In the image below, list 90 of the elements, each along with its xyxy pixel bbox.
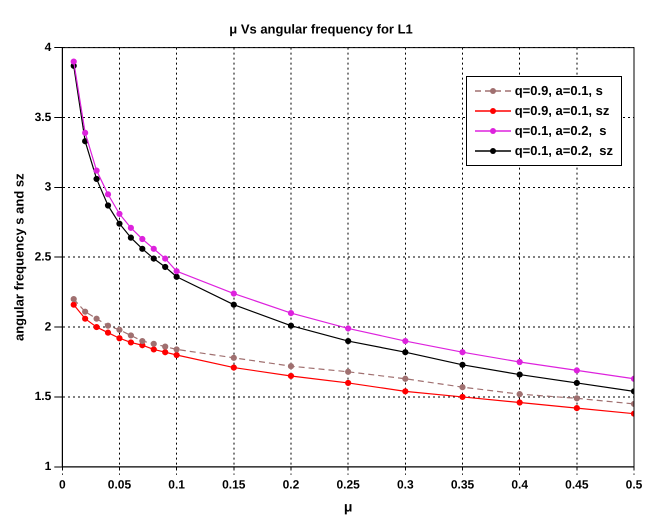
point bbox=[288, 363, 294, 370]
point bbox=[516, 391, 523, 398]
point bbox=[402, 376, 408, 382]
point bbox=[174, 274, 180, 280]
legend-label: q=0.1, a=0.2, s bbox=[514, 123, 606, 138]
point bbox=[459, 362, 466, 368]
y-tick-label: 2 bbox=[44, 319, 52, 334]
point bbox=[162, 264, 168, 270]
x-tick-label: 0.25 bbox=[336, 477, 360, 492]
point bbox=[116, 326, 123, 333]
point bbox=[150, 246, 157, 252]
point bbox=[82, 130, 88, 136]
point bbox=[402, 388, 408, 394]
point bbox=[139, 236, 146, 242]
point bbox=[345, 325, 352, 332]
point bbox=[116, 335, 123, 342]
legend-label: q=0.9, a=0.1, s bbox=[514, 83, 603, 98]
point bbox=[162, 349, 168, 356]
point bbox=[93, 176, 100, 182]
point bbox=[345, 368, 352, 375]
point bbox=[150, 346, 157, 353]
legend-label: q=0.9, a=0.1, sz bbox=[514, 103, 610, 118]
legend-label: q=0.1, a=0.2, sz bbox=[514, 143, 613, 158]
x-tick-label: 0.5 bbox=[626, 477, 643, 492]
point bbox=[516, 358, 523, 366]
point bbox=[128, 234, 134, 241]
point bbox=[93, 316, 100, 322]
point bbox=[70, 58, 77, 65]
y-tick-label: 4 bbox=[44, 40, 52, 54]
point bbox=[230, 290, 237, 297]
point bbox=[150, 340, 157, 347]
x-axis-title: μ bbox=[344, 498, 352, 514]
y-tick-label: 2.5 bbox=[34, 250, 52, 264]
point bbox=[459, 349, 466, 356]
point bbox=[459, 384, 466, 390]
x-tick-label: 0.1 bbox=[168, 477, 186, 492]
x-tick-label: 0.45 bbox=[565, 477, 589, 492]
point bbox=[288, 310, 294, 316]
point bbox=[82, 316, 88, 322]
point bbox=[82, 308, 88, 315]
point bbox=[402, 349, 408, 356]
point bbox=[93, 324, 100, 330]
x-tick-label: 0.05 bbox=[108, 477, 132, 492]
y-axis-title: angular frequency s and sz bbox=[11, 172, 26, 342]
point bbox=[150, 255, 157, 262]
point bbox=[116, 220, 123, 227]
chart-title: μ Vs angular frequency for L1 bbox=[229, 21, 413, 36]
point bbox=[230, 364, 237, 371]
point bbox=[345, 380, 352, 386]
point bbox=[162, 344, 168, 350]
point bbox=[104, 202, 112, 209]
x-tick-label: 0.2 bbox=[282, 477, 300, 492]
y-tick-label: 3 bbox=[44, 180, 52, 194]
y-tick-label: 1 bbox=[44, 459, 52, 474]
point bbox=[516, 399, 523, 406]
point bbox=[345, 338, 352, 344]
point bbox=[104, 330, 112, 336]
point bbox=[128, 339, 134, 346]
point bbox=[516, 371, 523, 378]
point bbox=[174, 352, 180, 358]
point bbox=[288, 322, 294, 329]
x-tick-label: 0 bbox=[58, 477, 66, 492]
point bbox=[139, 246, 146, 252]
point bbox=[128, 224, 134, 231]
point bbox=[574, 395, 580, 402]
x-tick-label: 0.15 bbox=[222, 477, 246, 492]
point bbox=[70, 302, 77, 308]
point bbox=[288, 372, 294, 380]
x-tick-label: 0.4 bbox=[511, 477, 528, 492]
point bbox=[174, 268, 180, 274]
y-tick-label: 3.5 bbox=[34, 110, 52, 124]
x-tick-label: 0.3 bbox=[396, 477, 414, 492]
point bbox=[104, 191, 112, 198]
point bbox=[162, 255, 168, 262]
point bbox=[104, 322, 112, 329]
point bbox=[459, 394, 466, 400]
point bbox=[93, 167, 100, 174]
point bbox=[139, 338, 146, 344]
x-tick-label: 0.35 bbox=[450, 477, 474, 492]
point bbox=[128, 332, 134, 339]
point bbox=[116, 210, 123, 217]
point bbox=[574, 405, 580, 412]
point bbox=[230, 354, 237, 361]
y-tick-label: 1.5 bbox=[34, 389, 52, 404]
point bbox=[174, 346, 180, 353]
point bbox=[402, 338, 408, 344]
point bbox=[70, 296, 77, 302]
point bbox=[574, 367, 580, 374]
point bbox=[574, 380, 580, 386]
point bbox=[230, 302, 237, 308]
